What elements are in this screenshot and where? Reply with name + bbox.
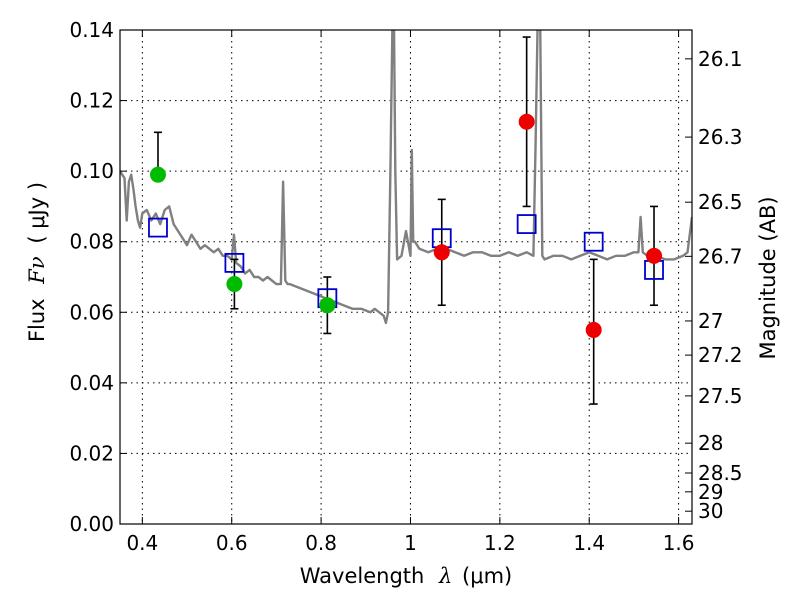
y-tick-label: 0.00 xyxy=(69,512,114,536)
model-square-marker xyxy=(516,214,537,234)
mag-tick-label: 27.5 xyxy=(698,384,743,408)
mag-tick-label: 26.7 xyxy=(698,244,743,268)
x-axis-label: Wavelength λ (μm) xyxy=(300,564,512,588)
x-tick-label: 1.4 xyxy=(573,531,605,555)
red-data-point xyxy=(585,321,602,338)
green-data-point xyxy=(149,166,166,183)
y-tick-label: 0.10 xyxy=(69,159,114,183)
y-tick-label: 0.14 xyxy=(69,18,114,42)
y-axis-label: Flux Fν ( μJy ) xyxy=(25,182,49,342)
y2-axis-label: Magnitude (AB) xyxy=(756,196,780,359)
tick-labels: 0.4 0.6 0.8 1 1.2 1.4 1.6 0.00 0.02 0.04 0.06 0.08 0… xyxy=(69,18,742,555)
mag-tick-label: 26.5 xyxy=(698,190,743,214)
tick-marks xyxy=(120,29,692,525)
mag-tick-label: 27.2 xyxy=(698,343,743,367)
red-data-point xyxy=(646,247,663,264)
green-data-point xyxy=(226,276,243,293)
x-tick-label: 1 xyxy=(404,531,417,555)
y-tick-label: 0.02 xyxy=(69,441,114,465)
mag-tick-label: 29 xyxy=(698,480,723,504)
spectrum-layer xyxy=(120,30,692,325)
x-tick-label: 1.2 xyxy=(484,531,516,555)
model-square-marker xyxy=(583,231,604,252)
model-square-marker xyxy=(148,217,168,238)
x-tick-label: 0.6 xyxy=(216,531,248,555)
model-square-marker xyxy=(224,252,245,273)
plot-frame xyxy=(119,29,693,525)
mag-tick-label: 28 xyxy=(698,431,723,455)
mag-tick-label: 26.3 xyxy=(698,125,743,149)
mag-tick-label: 27 xyxy=(698,309,723,333)
x-tick-label: 0.4 xyxy=(126,531,158,555)
x-tick-label: 0.8 xyxy=(305,531,337,555)
mag-tick-label: 26.1 xyxy=(698,47,743,71)
green-data-point xyxy=(319,297,336,314)
y-tick-label: 0.06 xyxy=(69,300,114,324)
mag-tick-label: 30 xyxy=(698,499,723,523)
y-tick-label: 0.12 xyxy=(69,89,114,113)
red-data-point xyxy=(433,244,450,261)
grid-lines xyxy=(120,30,692,524)
y-tick-label: 0.08 xyxy=(69,230,114,254)
spectrum-line xyxy=(120,30,692,325)
marker-layer xyxy=(148,36,664,405)
red-data-point xyxy=(518,113,535,130)
x-tick-label: 1.6 xyxy=(663,531,695,555)
y-tick-label: 0.04 xyxy=(69,371,114,395)
mag-tick-label: 28.5 xyxy=(698,461,743,485)
